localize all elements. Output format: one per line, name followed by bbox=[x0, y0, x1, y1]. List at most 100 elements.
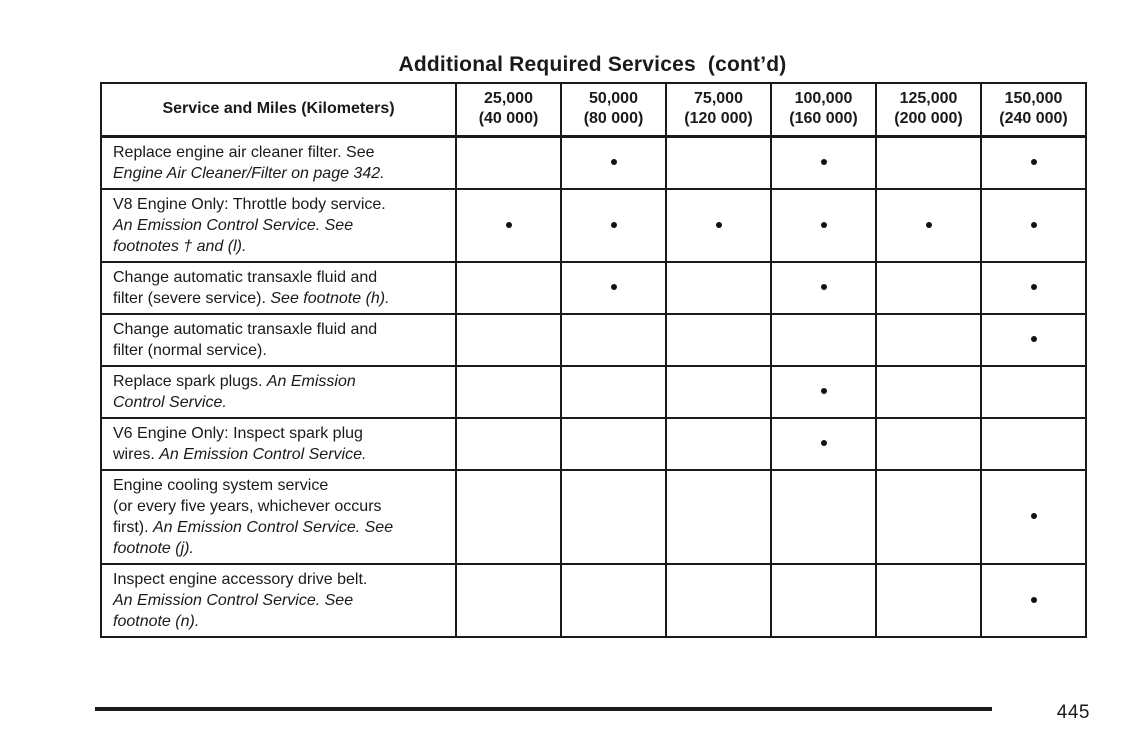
page-title: Additional Required Services (cont’d) bbox=[398, 53, 787, 76]
miles-label: 100,000 bbox=[794, 90, 853, 108]
kilometers-label: (80 000) bbox=[583, 110, 644, 128]
interval-cell bbox=[770, 468, 877, 565]
service-description-cell: Inspect engine accessory drive belt. An E… bbox=[100, 562, 457, 638]
mile-column-header-150000: 150,000 (240 000) bbox=[980, 82, 1087, 138]
interval-cell bbox=[875, 187, 982, 263]
kilometers-label: (240 000) bbox=[999, 110, 1068, 128]
interval-cell bbox=[770, 135, 877, 190]
service-required-dot bbox=[505, 221, 512, 228]
service-text-segment: An Emission bbox=[266, 372, 356, 390]
interval-cell bbox=[980, 260, 1087, 315]
interval-cell bbox=[560, 187, 667, 263]
interval-cell bbox=[455, 562, 562, 638]
service-text-segment: Replace engine air cleaner filter. See bbox=[113, 143, 375, 161]
mile-column-header-100000: 100,000 (160 000) bbox=[770, 82, 877, 138]
interval-cell bbox=[875, 468, 982, 565]
service-text-segment: Replace spark plugs. bbox=[113, 372, 267, 390]
service-description-cell: V8 Engine Only: Throttle body service. An… bbox=[100, 187, 457, 263]
service-text-segment: An Emission Control Service. See bbox=[153, 518, 394, 536]
service-text-segment: V8 Engine Only: Throttle body service. bbox=[113, 195, 386, 213]
service-text-segment: footnote (n). bbox=[113, 612, 200, 630]
interval-cell bbox=[665, 187, 772, 263]
service-row: Change automatic transaxle fluid and filt… bbox=[100, 312, 1087, 367]
mile-column-header-50000: 50,000 (80 000) bbox=[560, 82, 667, 138]
interval-cell bbox=[665, 562, 772, 638]
interval-cell bbox=[980, 135, 1087, 190]
mile-column-header-125000: 125,000 (200 000) bbox=[875, 82, 982, 138]
service-text-segment: An Emission Control Service. bbox=[159, 445, 367, 463]
interval-cell bbox=[665, 468, 772, 565]
interval-cell bbox=[980, 416, 1087, 471]
kilometers-label: (120 000) bbox=[684, 110, 753, 128]
service-required-dot bbox=[610, 221, 617, 228]
service-required-dot bbox=[820, 388, 827, 395]
service-text-segment: V6 Engine Only: Inspect spark plug bbox=[113, 424, 363, 442]
interval-cell bbox=[875, 562, 982, 638]
service-text-segment: An Emission Control Service. See bbox=[113, 591, 354, 609]
service-row: Inspect engine accessory drive belt. An E… bbox=[100, 562, 1087, 638]
service-description-cell: Change automatic transaxle fluid and filt… bbox=[100, 312, 457, 367]
mile-column-header-75000: 75,000 (120 000) bbox=[665, 82, 772, 138]
interval-cell bbox=[980, 562, 1087, 638]
interval-cell bbox=[770, 416, 877, 471]
service-column-header: Service and Miles (Kilometers) bbox=[100, 82, 457, 138]
service-text-segment: footnote (j). bbox=[113, 539, 194, 557]
service-required-dot bbox=[820, 159, 827, 166]
service-text-segment: Control Service. bbox=[113, 393, 227, 411]
interval-cell bbox=[665, 416, 772, 471]
interval-cell bbox=[980, 312, 1087, 367]
interval-cell bbox=[455, 416, 562, 471]
service-required-dot bbox=[1030, 513, 1037, 520]
interval-cell bbox=[770, 364, 877, 419]
interval-cell bbox=[980, 364, 1087, 419]
service-text-segment: Inspect engine accessory drive belt. bbox=[113, 570, 368, 588]
table-header-row: Service and Miles (Kilometers) 25,000 (40 … bbox=[100, 82, 1087, 138]
miles-label: 125,000 bbox=[899, 90, 958, 108]
service-required-dot bbox=[1030, 596, 1037, 603]
interval-cell bbox=[665, 135, 772, 190]
service-description-cell: Replace engine air cleaner filter. See En… bbox=[100, 135, 457, 190]
interval-cell bbox=[455, 364, 562, 419]
interval-cell bbox=[560, 312, 667, 367]
service-description-cell: Replace spark plugs. An Emission Control … bbox=[100, 364, 457, 419]
kilometers-label: (40 000) bbox=[478, 110, 539, 128]
service-text-segment: wires. bbox=[113, 445, 160, 463]
service-required-dot bbox=[610, 159, 617, 166]
service-required-dot bbox=[715, 221, 722, 228]
service-text-segment: footnotes † and (l). bbox=[113, 237, 247, 255]
interval-cell bbox=[665, 260, 772, 315]
interval-cell bbox=[875, 135, 982, 190]
interval-cell bbox=[665, 364, 772, 419]
service-text-segment: filter (severe service). bbox=[113, 289, 271, 307]
service-required-dot bbox=[820, 284, 827, 291]
interval-cell bbox=[560, 135, 667, 190]
service-description-cell: Change automatic transaxle fluid and filt… bbox=[100, 260, 457, 315]
service-description-cell: V6 Engine Only: Inspect spark plug wires.… bbox=[100, 416, 457, 471]
page-number: 445 bbox=[1056, 702, 1090, 723]
interval-cell bbox=[455, 312, 562, 367]
service-required-dot bbox=[1030, 284, 1037, 291]
kilometers-label: (200 000) bbox=[894, 110, 963, 128]
service-row: V6 Engine Only: Inspect spark plug wires.… bbox=[100, 416, 1087, 471]
interval-cell bbox=[875, 416, 982, 471]
service-required-dot bbox=[820, 440, 827, 447]
service-text-segment: Change automatic transaxle fluid and bbox=[113, 268, 378, 286]
interval-cell bbox=[770, 562, 877, 638]
miles-label: 50,000 bbox=[589, 90, 638, 108]
service-text-segment: See footnote (h). bbox=[270, 289, 390, 307]
service-text-segment: (or every five years, whichever occurs bbox=[113, 497, 382, 515]
interval-cell bbox=[560, 468, 667, 565]
kilometers-label: (160 000) bbox=[789, 110, 858, 128]
service-text-segment: Change automatic transaxle fluid and bbox=[113, 320, 378, 338]
service-row: Replace spark plugs. An Emission Control … bbox=[100, 364, 1087, 419]
service-required-dot bbox=[820, 221, 827, 228]
interval-cell bbox=[560, 260, 667, 315]
service-text-segment: filter (normal service). bbox=[113, 341, 267, 359]
interval-cell bbox=[455, 260, 562, 315]
service-required-dot bbox=[925, 221, 932, 228]
interval-cell bbox=[560, 562, 667, 638]
service-text-segment: An Emission Control Service. See bbox=[113, 216, 354, 234]
mile-column-header-25000: 25,000 (40 000) bbox=[455, 82, 562, 138]
miles-label: 75,000 bbox=[694, 90, 743, 108]
